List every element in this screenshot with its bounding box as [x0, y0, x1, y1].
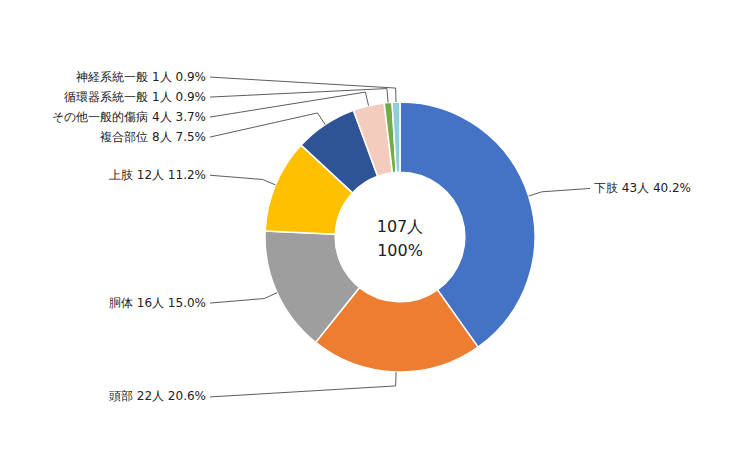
leader-line [210, 89, 388, 103]
leader-line [210, 175, 275, 185]
slices [265, 102, 535, 372]
chart: 107人 100% 下肢 43人 40.2% 頭部 22人 20.6% 胴体 16人 1… [0, 0, 746, 474]
data-label: 上肢 12人 11.2% [109, 168, 206, 182]
data-label: 複合部位 8人 7.5% [100, 130, 206, 144]
leader-line [210, 113, 325, 137]
center-text: 100% [377, 241, 423, 260]
leader-line [210, 77, 396, 102]
data-label: 下肢 43人 40.2% [594, 181, 691, 195]
donut: 107人 100% 下肢 43人 40.2% 頭部 22人 20.6% 胴体 16人 1… [52, 70, 691, 404]
slice [265, 231, 359, 342]
leader-line [529, 188, 590, 196]
data-label: 頭部 22人 20.6% [109, 389, 206, 403]
slice [392, 102, 400, 172]
data-label: 循環器系統一般 1人 0.9% [64, 90, 206, 104]
leader-line [210, 372, 396, 397]
data-label: 胴体 16人 15.0% [109, 296, 206, 310]
data-label: 神経系統一般 1人 0.9% [76, 70, 206, 84]
labels: 下肢 43人 40.2% 頭部 22人 20.6% 胴体 16人 15.0% 上肢 1… [52, 70, 691, 404]
center-text: 107人 [377, 217, 424, 236]
data-label: その他一般的傷病 4人 3.7% [52, 110, 206, 124]
leader-line [210, 293, 277, 303]
